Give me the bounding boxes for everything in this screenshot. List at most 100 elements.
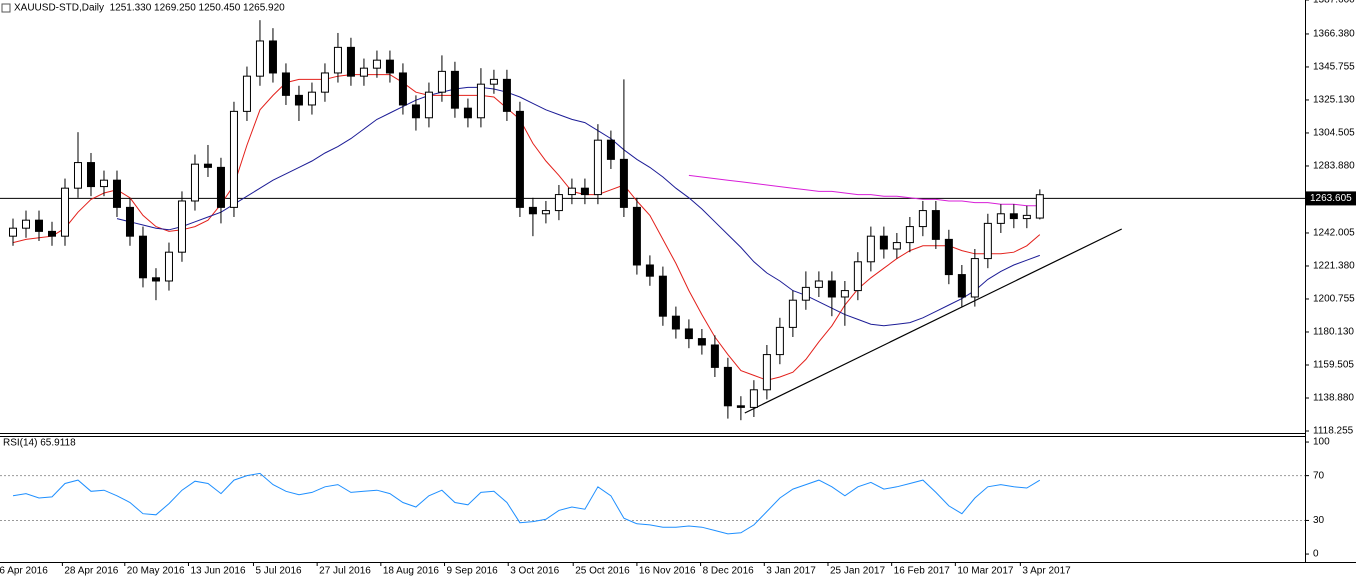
- candle-body: [242, 75, 251, 112]
- y-tick-label: 1200.755: [1313, 294, 1355, 305]
- moving-average: [116, 86, 1040, 327]
- candle-body: [99, 179, 108, 188]
- candle-body: [398, 72, 407, 106]
- x-tick-label: 8 Dec 2016: [703, 566, 755, 577]
- candle-body: [229, 110, 238, 208]
- candle-body: [853, 261, 862, 292]
- candle-body: [983, 222, 992, 260]
- candle-body: [424, 91, 433, 119]
- candle-body: [723, 366, 732, 407]
- candle-body: [892, 242, 901, 250]
- candle-body: [619, 158, 628, 208]
- candle-body: [190, 163, 199, 202]
- current-price-label: 1263.605: [1310, 193, 1352, 204]
- x-tick-label: 5 Jul 2016: [255, 566, 302, 577]
- candle-body: [866, 235, 875, 263]
- candle-body: [112, 179, 121, 208]
- candle-body: [125, 206, 134, 237]
- x-tick-label: 3 Jan 2017: [766, 566, 816, 577]
- price-panel: [0, 20, 1305, 421]
- y-tick-label: 1325.130: [1313, 95, 1355, 106]
- rsi-tick-label: 100: [1313, 437, 1330, 448]
- candle-body: [177, 200, 186, 253]
- candle-body: [957, 274, 966, 298]
- x-tick-label: 25 Oct 2016: [575, 566, 630, 577]
- candle-body: [697, 338, 706, 346]
- candle-body: [294, 94, 303, 106]
- candle-body: [1009, 213, 1018, 220]
- candle-body: [671, 315, 680, 330]
- candle-body: [736, 405, 745, 408]
- candle-body: [8, 227, 17, 237]
- symbol-icon: [1, 3, 11, 13]
- rsi-title: RSI(14) 65.9118: [3, 438, 76, 449]
- candle-body: [489, 78, 498, 85]
- candle-body: [515, 110, 524, 208]
- candle-body: [775, 326, 784, 356]
- candle-body: [710, 344, 719, 368]
- y-tick-label: 1180.130: [1313, 327, 1354, 338]
- candle-body: [801, 286, 810, 301]
- y-tick-label: 1345.755: [1313, 62, 1355, 73]
- candle-body: [658, 275, 667, 317]
- candle-body: [632, 206, 641, 266]
- x-tick-label: 6 Apr 2016: [0, 566, 48, 577]
- candle-body: [762, 354, 771, 391]
- rsi-tick-label: 30: [1313, 515, 1325, 526]
- candle-body: [333, 46, 342, 74]
- candle-body: [346, 46, 355, 77]
- candle-body: [21, 219, 30, 229]
- candle-body: [463, 107, 472, 119]
- x-tick-label: 20 May 2016: [127, 566, 185, 577]
- x-tick-label: 3 Apr 2017: [1022, 566, 1071, 577]
- candle-body: [554, 194, 563, 212]
- chart-title: XAUUSD-STD,Daily 1251.330 1269.250 1250.…: [14, 3, 285, 14]
- current-price-box: [1306, 191, 1356, 206]
- y-tick-label: 1242.005: [1313, 228, 1355, 239]
- candle-body: [788, 299, 797, 328]
- candle-body: [606, 139, 615, 160]
- candle-body: [164, 251, 173, 282]
- x-tick-label: 16 Feb 2017: [894, 566, 951, 577]
- candle-body: [944, 238, 953, 276]
- rsi-tick-label: 0: [1313, 549, 1319, 560]
- candle-body: [138, 235, 147, 279]
- candle-body: [827, 280, 836, 298]
- y-tick-label: 1283.880: [1313, 161, 1355, 172]
- candle-body: [931, 210, 940, 240]
- y-tick-label: 1221.380: [1313, 261, 1355, 272]
- candle-body: [73, 162, 82, 189]
- candle-body: [411, 104, 420, 119]
- rsi-tick-label: 70: [1313, 470, 1325, 481]
- candle-body: [970, 258, 979, 298]
- x-tick-label: 10 Mar 2017: [957, 566, 1014, 577]
- candle-body: [1035, 194, 1044, 219]
- candle-body: [476, 83, 485, 119]
- candle-body: [281, 72, 290, 96]
- moving-average: [688, 174, 1040, 207]
- candle-body: [255, 40, 264, 77]
- candle-body: [567, 187, 576, 196]
- y-tick-label: 1159.505: [1313, 360, 1354, 371]
- candle-body: [203, 163, 212, 168]
- trendline: [744, 228, 1122, 414]
- x-tick-label: 28 Apr 2016: [64, 566, 118, 577]
- rsi-panel: [0, 472, 1305, 535]
- candle-body: [684, 328, 693, 340]
- candle-body: [996, 213, 1005, 224]
- candle-body: [840, 290, 849, 298]
- candle-body: [216, 166, 225, 208]
- x-tick-label: 27 Jul 2016: [319, 566, 371, 577]
- y-tick-label: 1118.255: [1313, 426, 1354, 437]
- candle-body: [385, 59, 394, 74]
- candle-body: [320, 72, 329, 93]
- candle-body: [437, 70, 446, 93]
- candle-body: [749, 389, 758, 408]
- candle-body: [151, 277, 160, 282]
- candle-body: [593, 139, 602, 196]
- candle-body: [450, 70, 459, 109]
- candle-body: [60, 187, 69, 237]
